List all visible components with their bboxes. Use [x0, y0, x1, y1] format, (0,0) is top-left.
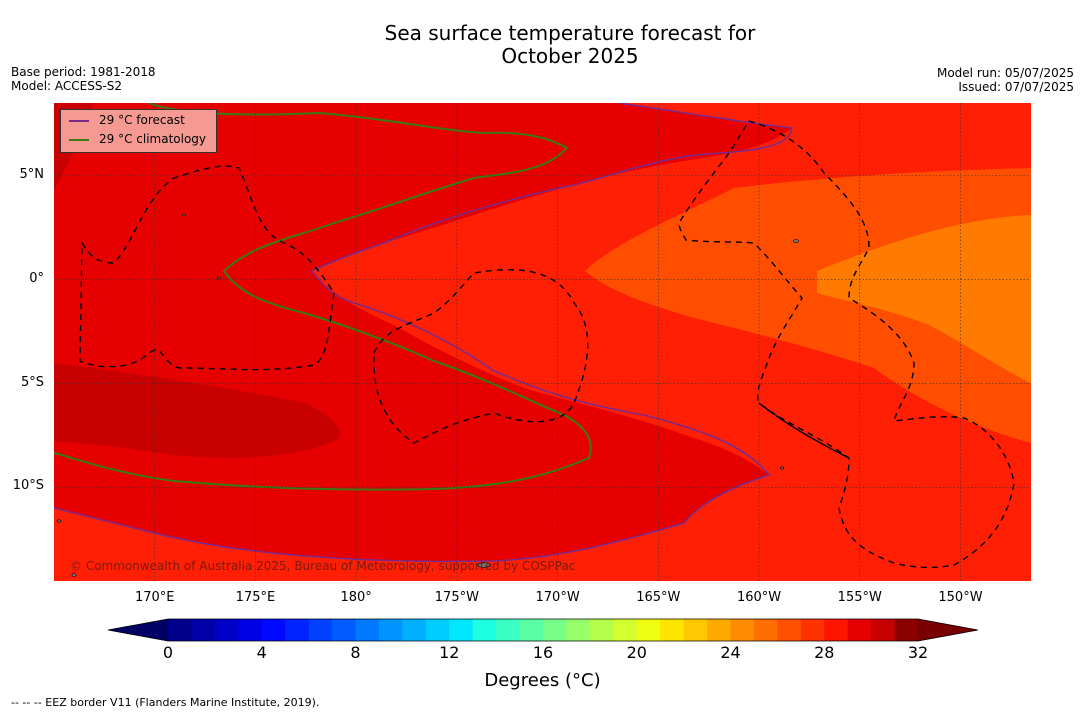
lat-label: 5°S	[20, 374, 44, 390]
colorbar-segment	[332, 619, 356, 641]
colorbar-segment	[707, 619, 731, 641]
region-warm-core	[54, 363, 340, 458]
lon-label: 180°	[340, 590, 372, 605]
colorbar	[108, 618, 978, 642]
colorbar-segment	[519, 619, 544, 641]
colorbar-segment	[355, 619, 380, 641]
model-run: Model run: 05/07/2025	[936, 66, 1074, 80]
colorbar-tick-label: 12	[439, 643, 460, 662]
colorbar-tick-label: 28	[814, 643, 835, 662]
title-line1: Sea surface temperature forecast for	[384, 21, 756, 45]
lon-label: 170°E	[134, 590, 175, 605]
lat-label: 5°N	[19, 166, 45, 182]
lon-label: 170°W	[535, 590, 580, 605]
chart-title: Sea surface temperature forecast for Oct…	[0, 22, 1085, 68]
colorbar-tick-label: 8	[350, 643, 361, 662]
climatology-29c-north	[54, 103, 592, 491]
colorbar-segment	[191, 619, 216, 641]
copyright-text: © Commonwealth of Australia 2025, Bureau…	[70, 559, 576, 573]
colorbar-segment	[730, 619, 755, 641]
colorbar-segment	[402, 619, 427, 641]
colorbar-segment	[800, 619, 825, 641]
colorbar-extend-high	[918, 619, 978, 641]
colorbar-segment	[308, 619, 333, 641]
lat-label: 10°S	[12, 478, 44, 494]
title-line2: October 2025	[501, 44, 639, 68]
colorbar-segment	[824, 619, 849, 641]
islands	[56, 213, 799, 577]
colorbar-tick-label: 20	[626, 643, 647, 662]
eez-kiribati-gilbert	[79, 165, 335, 371]
colorbar-outline	[108, 618, 978, 642]
colorbar-segment	[894, 619, 919, 641]
legend-swatch-forecast	[69, 120, 89, 122]
legend-swatch-climatology	[69, 139, 89, 141]
eez-line-islands	[678, 120, 1015, 569]
sst-map	[54, 103, 1031, 581]
colorbar-tick-label: 4	[256, 643, 267, 662]
forecast-29c-line	[54, 103, 793, 563]
eez-phoenix	[373, 268, 589, 444]
lon-label: 160°W	[736, 590, 782, 605]
chart-legend: 29 °C forecast 29 °C climatology	[60, 109, 217, 153]
colorbar-segment	[613, 619, 638, 641]
colorbar-tick-label: 32	[907, 643, 929, 662]
issued-date: Issued: 07/07/2025	[958, 80, 1074, 94]
lon-label: 155°W	[837, 590, 882, 605]
lon-label: 150°W	[938, 590, 983, 605]
colorbar-segment	[449, 619, 474, 641]
colorbar-segment	[589, 619, 614, 641]
eez-borders	[79, 120, 1015, 569]
legend-label-forecast: 29 °C forecast	[99, 113, 185, 127]
colorbar-segment	[261, 619, 286, 641]
lon-label: 175°E	[235, 590, 276, 605]
colorbar-segment	[238, 619, 263, 641]
colorbar-extend-low	[108, 619, 168, 641]
region-east-coolest	[817, 215, 1031, 383]
colorbar-segment	[683, 619, 708, 641]
lon-label: 165°W	[636, 590, 681, 605]
colorbar-segment	[496, 619, 521, 641]
base-period: Base period: 1981-2018	[11, 65, 156, 79]
gridlines	[54, 103, 1031, 581]
colorbar-segment	[543, 619, 567, 641]
lat-label: 0°	[29, 270, 44, 286]
meta-right: Model run: 05/07/2025 Issued: 07/07/2025	[937, 66, 1074, 94]
footer-note: -- -- -- EEZ border V11 (Flanders Marine…	[11, 696, 320, 709]
colorbar-tick-label: 0	[162, 643, 174, 662]
colorbar-title: Degrees (°C)	[484, 670, 601, 691]
colorbar-tick-label: 24	[720, 643, 741, 662]
colorbar-segment	[472, 619, 497, 641]
colorbar-segment	[425, 619, 450, 641]
colorbar-tick-label: 16	[532, 643, 554, 662]
lon-label: 175°W	[434, 590, 479, 605]
colorbar-segment	[214, 619, 239, 641]
colorbar-segment	[285, 619, 310, 641]
colorbar-segment	[871, 619, 896, 641]
eez-solid-segment	[758, 402, 850, 459]
colorbar-segment	[753, 619, 778, 641]
colorbar-segment	[847, 619, 872, 641]
colorbar-segment	[566, 619, 591, 641]
colorbar-segment	[636, 619, 661, 641]
colorbar-segment	[660, 619, 685, 641]
legend-label-climatology: 29 °C climatology	[99, 132, 207, 146]
model-name: Model: ACCESS-S2	[11, 79, 123, 93]
colorbar-segment	[168, 619, 192, 641]
colorbar-segment	[777, 619, 802, 641]
meta-left: Base period: 1981-2018 Model: ACCESS-S2	[11, 65, 156, 93]
colorbar-segment	[378, 619, 403, 641]
